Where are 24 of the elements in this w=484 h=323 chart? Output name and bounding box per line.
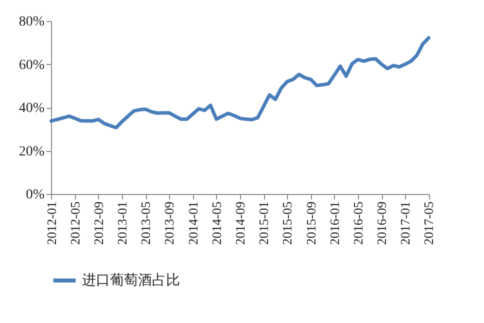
x-tick-label: 2017-01 [398, 202, 413, 245]
x-tick-label: 2016-09 [374, 202, 390, 245]
x-tick-label: 2017-05 [421, 202, 436, 245]
x-tick-label: 2015-05 [280, 202, 295, 245]
y-tick-label: 60% [18, 58, 45, 73]
line-series [50, 36, 430, 130]
x-tick-label: 2014-05 [208, 202, 224, 245]
y-tick-label: 20% [18, 144, 45, 160]
x-tick-label: 2013-09 [162, 202, 177, 245]
y-tick-label: 0% [26, 188, 45, 202]
x-tick-label: 2012-01 [44, 202, 59, 245]
x-tick-label: 2015-09 [303, 202, 318, 245]
x-tick-label: 2012-09 [90, 202, 106, 245]
y-tick-label: 40% [18, 101, 45, 116]
x-tick-label: 2015-01 [256, 202, 272, 245]
y-tick-label: 80% [18, 14, 45, 30]
x-tick-label: 2013-01 [114, 202, 130, 245]
legend-label: 进口葡萄酒占比 [82, 272, 180, 288]
x-tick-label: 2013-05 [138, 202, 154, 245]
x-tick-label: 2016-01 [326, 202, 342, 245]
x-tick-label: 2012-05 [67, 202, 82, 245]
x-tick-label: 2014-01 [185, 202, 200, 245]
x-tick-label: 2016-05 [350, 202, 366, 245]
x-tick-label: 2014-09 [232, 202, 248, 245]
